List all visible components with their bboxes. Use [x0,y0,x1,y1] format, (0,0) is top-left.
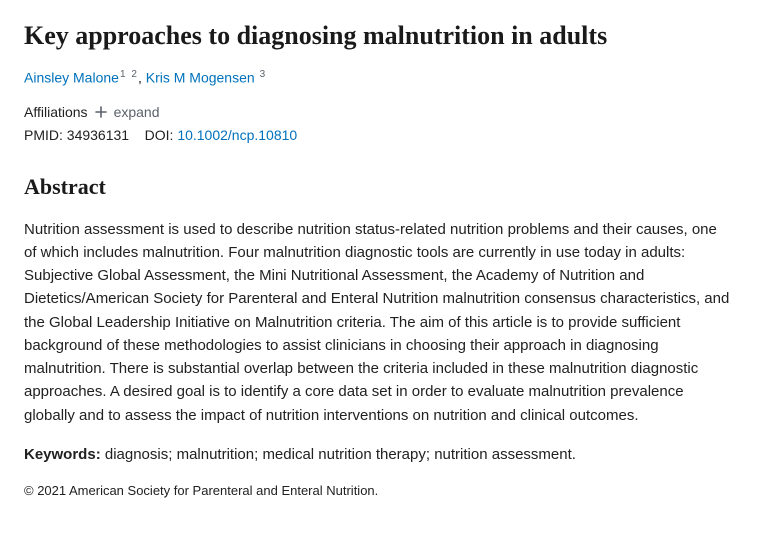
article-title: Key approaches to diagnosing malnutritio… [24,18,733,54]
author-affil-sup: 1 [120,69,126,80]
doi-link[interactable]: 10.1002/ncp.10810 [177,127,297,143]
author-link[interactable]: Kris M Mogensen [146,70,255,86]
authors-list: Ainsley Malone1 2, Kris M Mogensen 3 [24,68,733,88]
abstract-heading: Abstract [24,172,733,203]
affiliations-row: Affiliations expand [24,103,733,123]
abstract-text: Nutrition assessment is used to describe… [24,218,733,427]
author-link[interactable]: Ainsley Malone [24,70,119,86]
plus-icon[interactable] [94,105,108,119]
keywords-label: Keywords: [24,446,101,463]
keywords-row: Keywords: diagnosis; malnutrition; medic… [24,443,733,466]
author-affil-sup: 2 [131,69,137,80]
pmid-label: PMID: [24,127,63,143]
copyright-text: © 2021 American Society for Parenteral a… [24,482,733,500]
identifiers-row: PMID: 34936131 DOI: 10.1002/ncp.10810 [24,126,733,146]
pmid-value: 34936131 [67,127,129,143]
keywords-value: diagnosis; malnutrition; medical nutriti… [105,446,576,463]
author-separator: , [138,70,146,86]
expand-button[interactable]: expand [114,103,160,123]
doi-label: DOI: [145,127,174,143]
affiliations-label: Affiliations [24,103,88,123]
author-affil-sup: 3 [260,69,266,80]
